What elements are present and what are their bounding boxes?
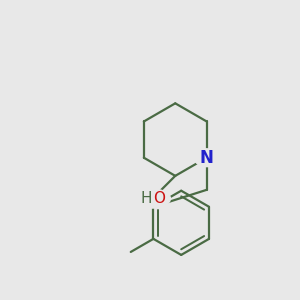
Text: N: N: [200, 149, 214, 167]
Ellipse shape: [194, 149, 219, 167]
Ellipse shape: [135, 189, 170, 208]
Text: O: O: [153, 191, 165, 206]
Text: H: H: [141, 191, 152, 206]
